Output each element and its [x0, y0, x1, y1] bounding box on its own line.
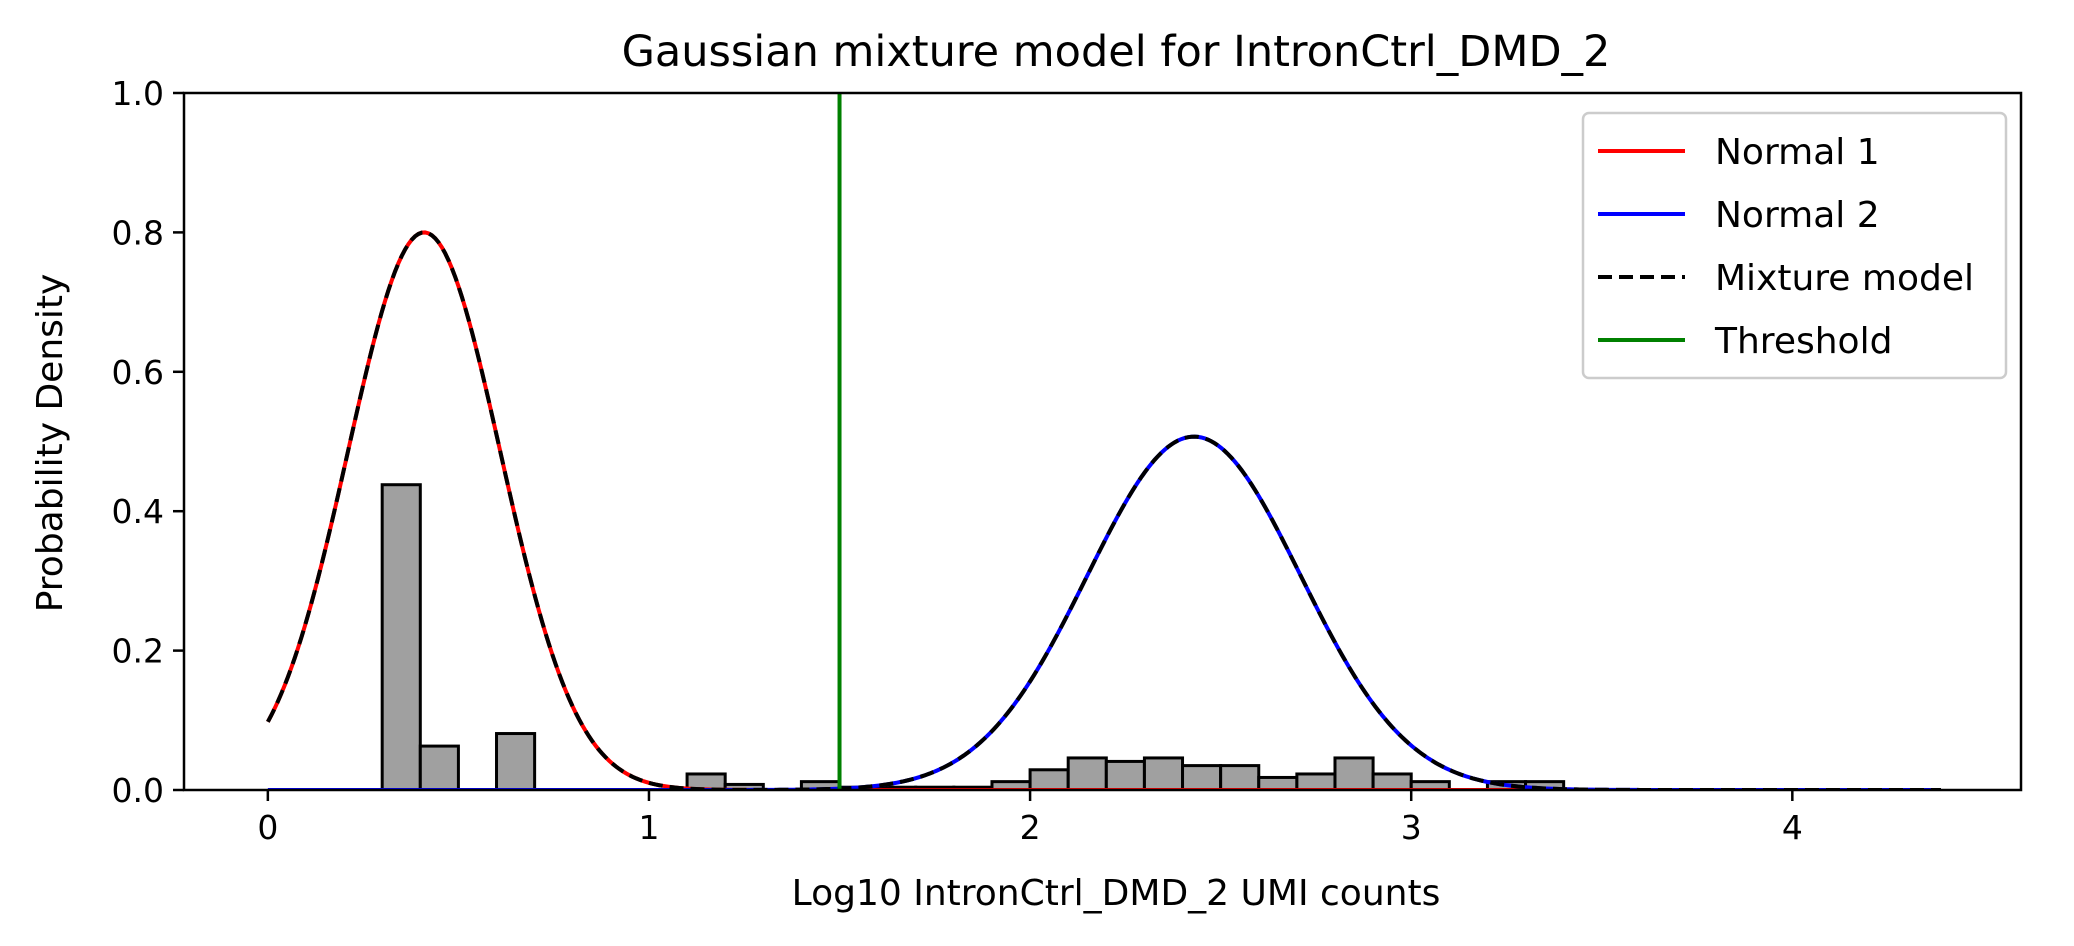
legend-label-normal-1: Normal 1 [1715, 132, 1880, 173]
x-tick-label: 1 [638, 808, 659, 847]
histogram-bar-14 [1142, 756, 1185, 790]
y-tick-label: 0.8 [112, 213, 164, 252]
y-tick-label: 0.6 [112, 353, 164, 392]
tick-marks: 0 1 2 3 4 0.0 0.2 0.4 0.6 0.8 1.0 [112, 74, 1803, 847]
histogram-bar-1 [418, 744, 460, 790]
y-tick-label: 1.0 [112, 74, 164, 113]
legend-label-threshold: Threshold [1714, 321, 1892, 362]
legend-label-normal-2: Normal 2 [1715, 195, 1880, 236]
axes [182, 91, 2023, 792]
y-tick-label: 0.4 [112, 492, 164, 531]
histogram-bar-12 [1066, 756, 1108, 790]
histogram-bar-20 [1371, 772, 1413, 790]
y-tick-label: 0.0 [112, 771, 164, 810]
y-tick-label: 0.2 [112, 632, 164, 671]
legend-label-mixture: Mixture model [1715, 258, 1974, 299]
histogram-bar-19 [1333, 756, 1375, 790]
x-axis-label: Log10 IntronCtrl_DMD_2 UMI counts [792, 873, 1441, 914]
histogram-bar-0 [380, 483, 422, 790]
histogram-bar-16 [1219, 764, 1261, 790]
plot-area [266, 93, 1941, 790]
axes-frame [182, 91, 2023, 792]
x-tick-label: 2 [1020, 808, 1041, 847]
y-axis-label: Probability Density [30, 274, 71, 613]
legend: Normal 1 Normal 2 Mixture model Threshold [1581, 111, 2008, 380]
x-tick-label: 0 [257, 808, 278, 847]
x-tick-label: 3 [1401, 808, 1422, 847]
chart-title: Gaussian mixture model for IntronCtrl_DM… [622, 27, 1611, 77]
histogram-bar-2 [495, 732, 537, 790]
legend-box [1581, 111, 2008, 380]
x-tick-label: 4 [1782, 808, 1803, 847]
histogram-bar-4 [723, 782, 765, 790]
histogram-bar-13 [1104, 759, 1146, 790]
histogram-bar-18 [1295, 772, 1337, 790]
histogram-bar-11 [1028, 768, 1070, 790]
histogram-bar-15 [1181, 764, 1223, 790]
